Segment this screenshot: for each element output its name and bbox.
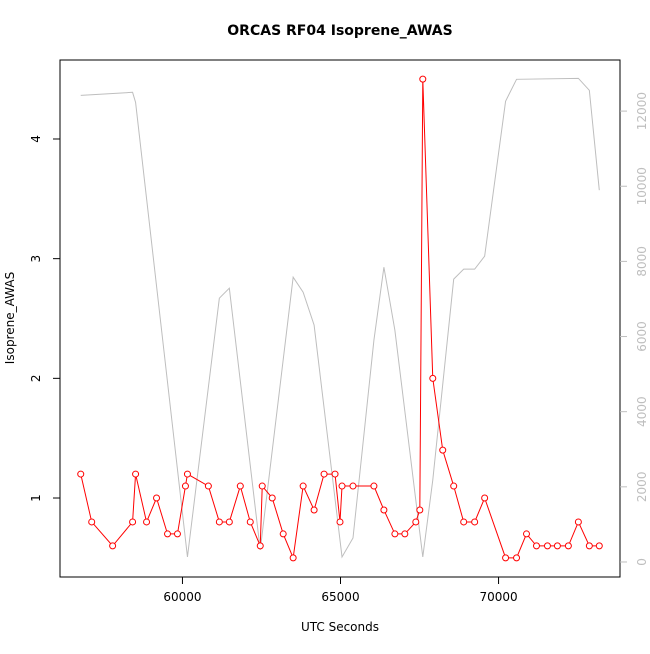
x-axis-label: UTC Seconds	[301, 620, 379, 634]
x-tick-label: 70000	[479, 590, 517, 604]
y2-tick-label: 0	[635, 558, 649, 566]
point	[338, 482, 346, 490]
point	[225, 518, 233, 526]
point	[173, 530, 181, 538]
y2-tick-label: 6000	[635, 321, 649, 352]
x-tick-label: 65000	[321, 590, 359, 604]
point	[129, 518, 137, 526]
y2-tick-label: 4000	[635, 396, 649, 427]
point	[268, 494, 276, 502]
point	[460, 518, 468, 526]
point	[109, 542, 117, 550]
plot-box	[59, 59, 621, 578]
point	[401, 530, 409, 538]
point	[164, 530, 172, 538]
series-line	[80, 77, 600, 559]
chart-title: ORCAS RF04 Isoprene_AWAS	[227, 23, 452, 39]
point	[132, 470, 140, 478]
point	[471, 518, 479, 526]
point	[88, 518, 96, 526]
point	[553, 542, 561, 550]
point	[513, 554, 521, 562]
point	[419, 75, 427, 83]
point	[336, 518, 344, 526]
point	[279, 530, 287, 538]
point	[289, 554, 297, 562]
point	[585, 542, 593, 550]
y-tick-label: 4	[29, 135, 43, 143]
point	[299, 482, 307, 490]
point	[236, 482, 244, 490]
point	[564, 542, 572, 550]
point	[412, 518, 420, 526]
y-tick-label: 1	[29, 494, 43, 502]
point	[310, 506, 318, 514]
point	[331, 470, 339, 478]
point	[574, 518, 582, 526]
point	[349, 482, 357, 490]
point	[391, 530, 399, 538]
point	[502, 554, 510, 562]
y-tick-label: 2	[29, 375, 43, 383]
point	[143, 518, 151, 526]
point	[370, 482, 378, 490]
point	[429, 374, 437, 382]
y-axis-label: Isoprene_AWAS	[3, 272, 17, 364]
point	[258, 482, 266, 490]
point	[595, 542, 603, 550]
point	[204, 482, 212, 490]
point	[543, 542, 551, 550]
point	[532, 542, 540, 550]
y2-tick-label: 2000	[635, 472, 649, 503]
point	[481, 494, 489, 502]
point	[320, 470, 328, 478]
y2-tick-label: 8000	[635, 246, 649, 277]
y2-tick-label: 12000	[635, 92, 649, 130]
point	[416, 506, 424, 514]
point	[450, 482, 458, 490]
point	[215, 518, 223, 526]
point	[181, 482, 189, 490]
point	[153, 494, 161, 502]
point	[183, 470, 191, 478]
point	[256, 542, 264, 550]
y2-tick-label: 10000	[635, 167, 649, 205]
y-tick-label: 3	[29, 255, 43, 263]
point	[77, 470, 85, 478]
point	[246, 518, 254, 526]
x-tick-label: 60000	[163, 590, 201, 604]
point	[522, 530, 530, 538]
point	[380, 506, 388, 514]
point	[439, 446, 447, 454]
